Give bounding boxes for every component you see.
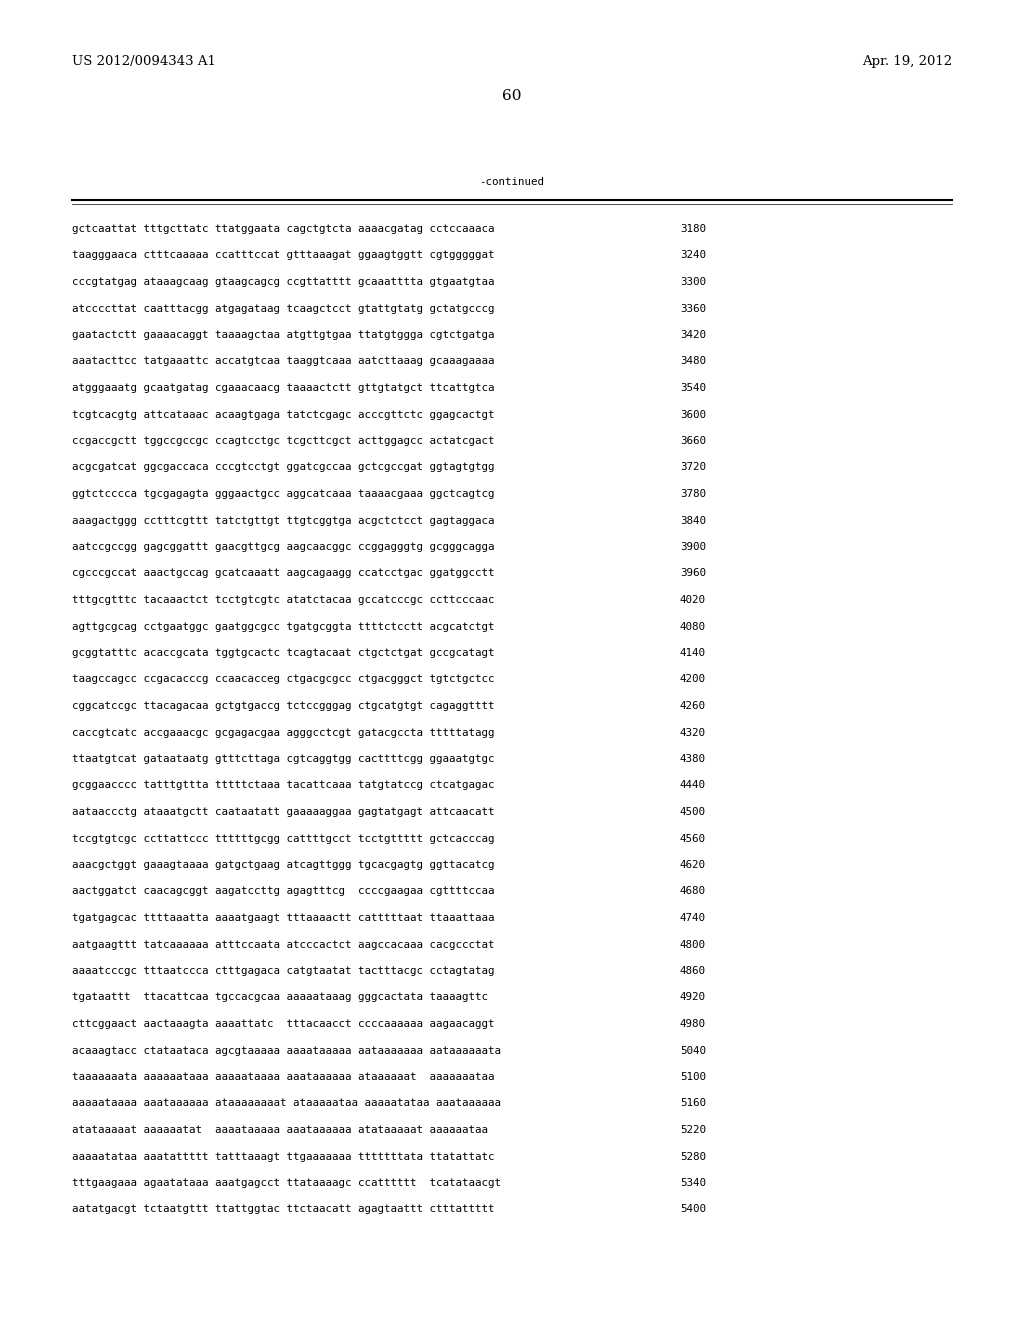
- Text: aatgaagttt tatcaaaaaa atttccaata atcccactct aagccacaaa cacgccctat: aatgaagttt tatcaaaaaa atttccaata atcccac…: [72, 940, 495, 949]
- Text: aactggatct caacagcggt aagatccttg agagtttcg  ccccgaagaa cgttttccaa: aactggatct caacagcggt aagatccttg agagttt…: [72, 887, 495, 896]
- Text: 4680: 4680: [680, 887, 706, 896]
- Text: 4500: 4500: [680, 807, 706, 817]
- Text: 3360: 3360: [680, 304, 706, 314]
- Text: gcggtatttc acaccgcata tggtgcactc tcagtacaat ctgctctgat gccgcatagt: gcggtatttc acaccgcata tggtgcactc tcagtac…: [72, 648, 495, 657]
- Text: 3600: 3600: [680, 409, 706, 420]
- Text: 4260: 4260: [680, 701, 706, 711]
- Text: aatatgacgt tctaatgttt ttattggtac ttctaacatt agagtaattt ctttattttt: aatatgacgt tctaatgttt ttattggtac ttctaac…: [72, 1204, 495, 1214]
- Text: 3180: 3180: [680, 224, 706, 234]
- Text: 4860: 4860: [680, 966, 706, 975]
- Text: 4440: 4440: [680, 780, 706, 791]
- Text: caccgtcatc accgaaacgc gcgagacgaa agggcctcgt gatacgccta tttttatagg: caccgtcatc accgaaacgc gcgagacgaa agggcct…: [72, 727, 495, 738]
- Text: Apr. 19, 2012: Apr. 19, 2012: [862, 55, 952, 69]
- Text: 5280: 5280: [680, 1151, 706, 1162]
- Text: ttaatgtcat gataataatg gtttcttaga cgtcaggtgg cacttttcgg ggaaatgtgc: ttaatgtcat gataataatg gtttcttaga cgtcagg…: [72, 754, 495, 764]
- Text: -continued: -continued: [479, 177, 545, 187]
- Text: 3900: 3900: [680, 543, 706, 552]
- Text: ccgaccgctt tggccgccgc ccagtcctgc tcgcttcgct acttggagcc actatcgact: ccgaccgctt tggccgccgc ccagtcctgc tcgcttc…: [72, 436, 495, 446]
- Text: 5040: 5040: [680, 1045, 706, 1056]
- Text: tgataattt  ttacattcaa tgccacgcaa aaaaataaag gggcactata taaaagttc: tgataattt ttacattcaa tgccacgcaa aaaaataa…: [72, 993, 488, 1002]
- Text: 3300: 3300: [680, 277, 706, 286]
- Text: atataaaaat aaaaaatat  aaaataaaaa aaataaaaaa atataaaaat aaaaaataa: atataaaaat aaaaaatat aaaataaaaa aaataaaa…: [72, 1125, 488, 1135]
- Text: 3780: 3780: [680, 488, 706, 499]
- Text: aaagactggg cctttcgttt tatctgttgt ttgtcggtga acgctctcct gagtaggaca: aaagactggg cctttcgttt tatctgttgt ttgtcgg…: [72, 516, 495, 525]
- Text: 4740: 4740: [680, 913, 706, 923]
- Text: gcggaacccc tatttgttta tttttctaaa tacattcaaa tatgtatccg ctcatgagac: gcggaacccc tatttgttta tttttctaaa tacattc…: [72, 780, 495, 791]
- Text: gctcaattat tttgcttatc ttatggaata cagctgtcta aaaacgatag cctccaaaca: gctcaattat tttgcttatc ttatggaata cagctgt…: [72, 224, 495, 234]
- Text: aaaaataaaa aaataaaaaa ataaaaaaaat ataaaaataa aaaaatataa aaataaaaaa: aaaaataaaa aaataaaaaa ataaaaaaaat ataaaa…: [72, 1098, 501, 1109]
- Text: 4980: 4980: [680, 1019, 706, 1030]
- Text: cgcccgccat aaactgccag gcatcaaatt aagcagaagg ccatcctgac ggatggcctt: cgcccgccat aaactgccag gcatcaaatt aagcaga…: [72, 569, 495, 578]
- Text: US 2012/0094343 A1: US 2012/0094343 A1: [72, 55, 216, 69]
- Text: aaatacttcc tatgaaattc accatgtcaa taaggtcaaa aatcttaaag gcaaagaaaa: aaatacttcc tatgaaattc accatgtcaa taaggtc…: [72, 356, 495, 367]
- Text: tcgtcacgtg attcataaac acaagtgaga tatctcgagc acccgttctc ggagcactgt: tcgtcacgtg attcataaac acaagtgaga tatctcg…: [72, 409, 495, 420]
- Text: 4320: 4320: [680, 727, 706, 738]
- Text: taagccagcc ccgacacccg ccaacacceg ctgacgcgcc ctgacgggct tgtctgctcc: taagccagcc ccgacacccg ccaacacceg ctgacgc…: [72, 675, 495, 685]
- Text: 3960: 3960: [680, 569, 706, 578]
- Text: atccccttat caatttacgg atgagataag tcaagctcct gtattgtatg gctatgcccg: atccccttat caatttacgg atgagataag tcaagct…: [72, 304, 495, 314]
- Text: 3840: 3840: [680, 516, 706, 525]
- Text: 4140: 4140: [680, 648, 706, 657]
- Text: tgatgagcac ttttaaatta aaaatgaagt tttaaaactt catttttaat ttaaattaaa: tgatgagcac ttttaaatta aaaatgaagt tttaaaa…: [72, 913, 495, 923]
- Text: aatccgccgg gagcggattt gaacgttgcg aagcaacggc ccggagggtg gcgggcagga: aatccgccgg gagcggattt gaacgttgcg aagcaac…: [72, 543, 495, 552]
- Text: atgggaaatg gcaatgatag cgaaacaacg taaaactctt gttgtatgct ttcattgtca: atgggaaatg gcaatgatag cgaaacaacg taaaact…: [72, 383, 495, 393]
- Text: 5160: 5160: [680, 1098, 706, 1109]
- Text: 3240: 3240: [680, 251, 706, 260]
- Text: 3540: 3540: [680, 383, 706, 393]
- Text: cccgtatgag ataaagcaag gtaagcagcg ccgttatttt gcaaatttta gtgaatgtaa: cccgtatgag ataaagcaag gtaagcagcg ccgttat…: [72, 277, 495, 286]
- Text: tccgtgtcgc ccttattccc ttttttgcgg cattttgcct tcctgttttt gctcacccag: tccgtgtcgc ccttattccc ttttttgcgg cattttg…: [72, 833, 495, 843]
- Text: tttgcgtttc tacaaactct tcctgtcgtc atatctacaa gccatcccgc ccttcccaac: tttgcgtttc tacaaactct tcctgtcgtc atatcta…: [72, 595, 495, 605]
- Text: taagggaaca ctttcaaaaa ccatttccat gtttaaagat ggaagtggtt cgtgggggat: taagggaaca ctttcaaaaa ccatttccat gtttaaa…: [72, 251, 495, 260]
- Text: 4380: 4380: [680, 754, 706, 764]
- Text: 3720: 3720: [680, 462, 706, 473]
- Text: acgcgatcat ggcgaccaca cccgtcctgt ggatcgccaa gctcgccgat ggtagtgtgg: acgcgatcat ggcgaccaca cccgtcctgt ggatcgc…: [72, 462, 495, 473]
- Text: 3420: 3420: [680, 330, 706, 341]
- Text: 4920: 4920: [680, 993, 706, 1002]
- Text: 4620: 4620: [680, 861, 706, 870]
- Text: tttgaagaaa agaatataaa aaatgagcct ttataaaagc ccatttttt  tcatataacgt: tttgaagaaa agaatataaa aaatgagcct ttataaa…: [72, 1177, 501, 1188]
- Text: agttgcgcag cctgaatggc gaatggcgcc tgatgcggta ttttctcctt acgcatctgt: agttgcgcag cctgaatggc gaatggcgcc tgatgcg…: [72, 622, 495, 631]
- Text: 4560: 4560: [680, 833, 706, 843]
- Text: aaaatcccgc tttaatccca ctttgagaca catgtaatat tactttacgc cctagtatag: aaaatcccgc tttaatccca ctttgagaca catgtaa…: [72, 966, 495, 975]
- Text: 5100: 5100: [680, 1072, 706, 1082]
- Text: 3480: 3480: [680, 356, 706, 367]
- Text: 3660: 3660: [680, 436, 706, 446]
- Text: ggtctcccca tgcgagagta gggaactgcc aggcatcaaa taaaacgaaa ggctcagtcg: ggtctcccca tgcgagagta gggaactgcc aggcatc…: [72, 488, 495, 499]
- Text: 4020: 4020: [680, 595, 706, 605]
- Text: acaaagtacc ctataataca agcgtaaaaa aaaataaaaa aataaaaaaa aataaaaaata: acaaagtacc ctataataca agcgtaaaaa aaaataa…: [72, 1045, 501, 1056]
- Text: aataaccctg ataaatgctt caataatatt gaaaaaggaa gagtatgagt attcaacatt: aataaccctg ataaatgctt caataatatt gaaaaag…: [72, 807, 495, 817]
- Text: 5340: 5340: [680, 1177, 706, 1188]
- Text: gaatactctt gaaaacaggt taaaagctaa atgttgtgaa ttatgtggga cgtctgatga: gaatactctt gaaaacaggt taaaagctaa atgttgt…: [72, 330, 495, 341]
- Text: 4800: 4800: [680, 940, 706, 949]
- Text: aaaaatataa aaatattttt tatttaaagt ttgaaaaaaa tttttttata ttatattatc: aaaaatataa aaatattttt tatttaaagt ttgaaaa…: [72, 1151, 495, 1162]
- Text: 5400: 5400: [680, 1204, 706, 1214]
- Text: 5220: 5220: [680, 1125, 706, 1135]
- Text: aaacgctggt gaaagtaaaa gatgctgaag atcagttggg tgcacgagtg ggttacatcg: aaacgctggt gaaagtaaaa gatgctgaag atcagtt…: [72, 861, 495, 870]
- Text: 60: 60: [502, 88, 522, 103]
- Text: taaaaaaata aaaaaataaa aaaaataaaa aaataaaaaa ataaaaaat  aaaaaaataa: taaaaaaata aaaaaataaa aaaaataaaa aaataaa…: [72, 1072, 495, 1082]
- Text: 4080: 4080: [680, 622, 706, 631]
- Text: 4200: 4200: [680, 675, 706, 685]
- Text: cttcggaact aactaaagta aaaattatc  tttacaacct ccccaaaaaa aagaacaggt: cttcggaact aactaaagta aaaattatc tttacaac…: [72, 1019, 495, 1030]
- Text: cggcatccgc ttacagacaa gctgtgaccg tctccgggag ctgcatgtgt cagaggtttt: cggcatccgc ttacagacaa gctgtgaccg tctccgg…: [72, 701, 495, 711]
